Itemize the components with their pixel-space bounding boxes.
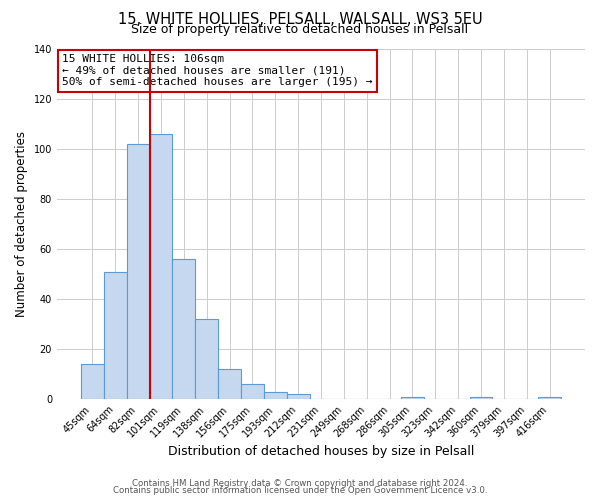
Text: 15, WHITE HOLLIES, PELSALL, WALSALL, WS3 5EU: 15, WHITE HOLLIES, PELSALL, WALSALL, WS3… (118, 12, 482, 26)
Bar (172, 259, 195, 399)
Y-axis label: Number of detached properties: Number of detached properties (15, 131, 28, 317)
Bar (264, 392, 287, 399)
Text: Size of property relative to detached houses in Pelsall: Size of property relative to detached ho… (131, 22, 469, 36)
Text: Contains public sector information licensed under the Open Government Licence v3: Contains public sector information licen… (113, 486, 487, 495)
Bar (127, 144, 149, 399)
Bar (241, 384, 264, 399)
X-axis label: Distribution of detached houses by size in Pelsall: Distribution of detached houses by size … (168, 444, 474, 458)
Bar (401, 396, 424, 399)
Bar (195, 319, 218, 399)
Bar (287, 394, 310, 399)
Bar (218, 369, 241, 399)
Bar (149, 134, 172, 399)
Bar (104, 272, 127, 399)
Bar (81, 364, 104, 399)
Bar (470, 396, 493, 399)
Text: 15 WHITE HOLLIES: 106sqm
← 49% of detached houses are smaller (191)
50% of semi-: 15 WHITE HOLLIES: 106sqm ← 49% of detach… (62, 54, 373, 88)
Bar (538, 396, 561, 399)
Text: Contains HM Land Registry data © Crown copyright and database right 2024.: Contains HM Land Registry data © Crown c… (132, 478, 468, 488)
